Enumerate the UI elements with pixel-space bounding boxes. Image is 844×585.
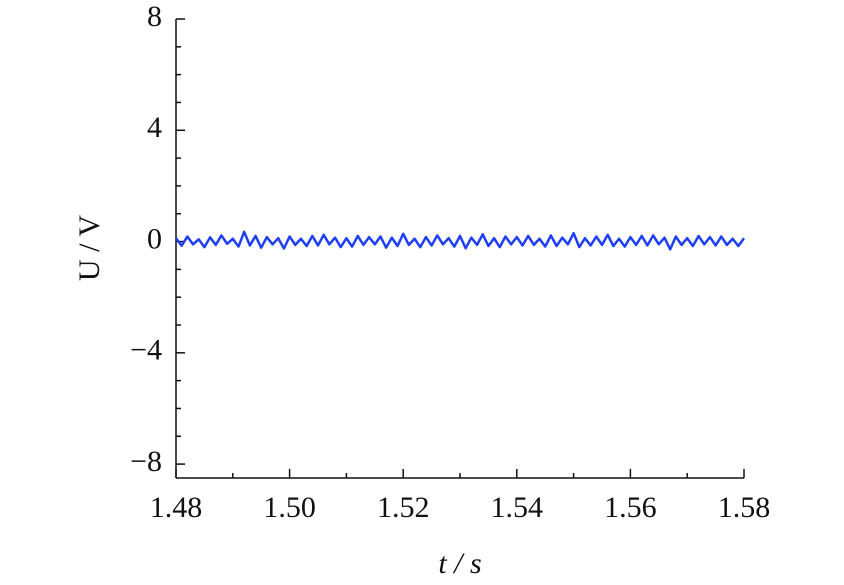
x-tick-label: 1.48 bbox=[150, 491, 203, 524]
x-tick-label: 1.56 bbox=[604, 491, 657, 524]
y-tick-label: 8 bbox=[147, 0, 162, 33]
y-tick-label: 4 bbox=[147, 111, 162, 144]
x-axis-title: t / s bbox=[438, 547, 481, 580]
x-tick-label: 1.52 bbox=[377, 491, 430, 524]
y-tick-label: −8 bbox=[130, 445, 162, 478]
x-tick-label: 1.54 bbox=[491, 491, 544, 524]
y-tick-label: −4 bbox=[130, 334, 162, 367]
y-axis-title: U / V bbox=[73, 215, 106, 281]
signal-line bbox=[175, 230, 746, 251]
x-tick-label: 1.50 bbox=[263, 491, 316, 524]
y-tick-label: 0 bbox=[147, 222, 162, 255]
x-tick-label: 1.58 bbox=[718, 491, 771, 524]
